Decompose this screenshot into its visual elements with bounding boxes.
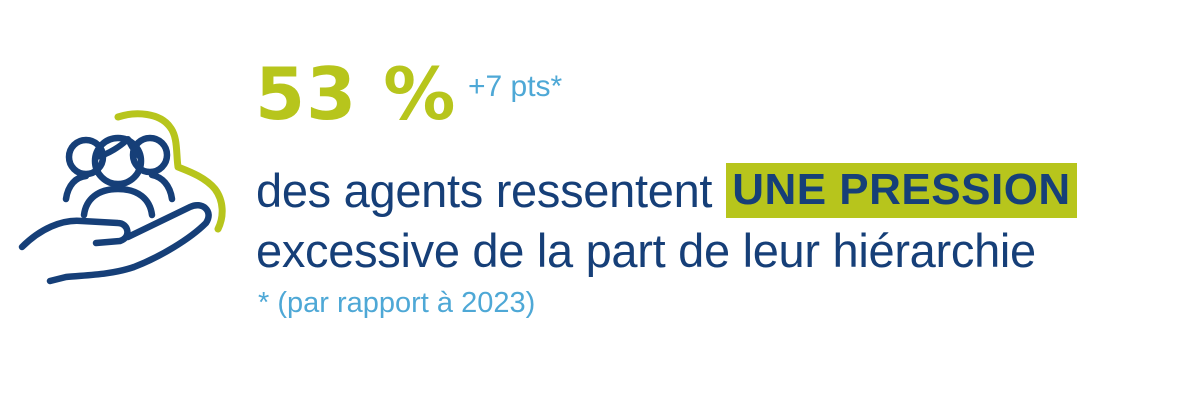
headline-prefix: des agents ressentent <box>256 163 713 217</box>
hand-holding-people-icon <box>10 105 245 300</box>
highlight-badge: UNE PRESSION <box>726 162 1077 218</box>
footnote: * (par rapport à 2023) <box>258 287 536 319</box>
headline-line-1: des agents ressentent UNE PRESSION <box>256 160 1077 220</box>
stat-value: 53 % <box>255 52 457 136</box>
stat-delta: +7 pts* <box>468 70 563 103</box>
headline-line-2: excessive de la part de leur hiérarchie <box>256 224 1036 277</box>
